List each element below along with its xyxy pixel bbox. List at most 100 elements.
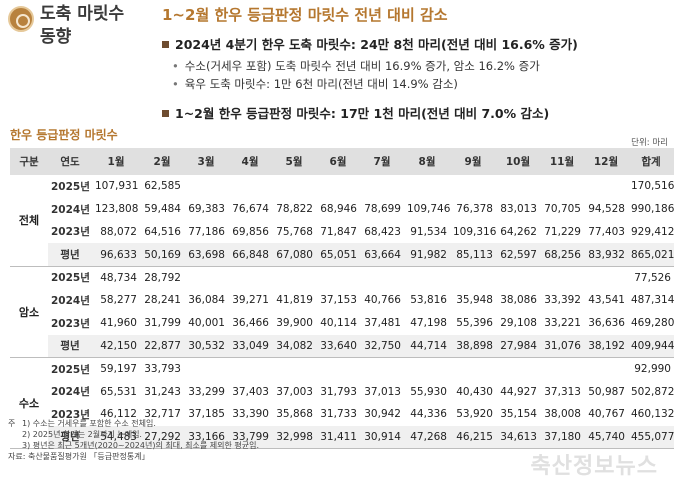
value-cell: 42,150 — [92, 334, 140, 358]
value-cell — [272, 266, 316, 289]
table-row: 2023년 41,960 31,799 40,001 36,466 39,900 40,11… — [10, 312, 674, 335]
value-cell: 36,636 — [588, 317, 625, 330]
value-cell — [584, 175, 628, 198]
year-cell: 2024년 — [51, 386, 90, 399]
value-cell: 38,898 — [450, 334, 496, 358]
value-cell — [404, 266, 450, 289]
value-cell: 62,585 — [144, 180, 181, 193]
value-cell: 37,481 — [364, 317, 401, 330]
value-cell: 53,816 — [410, 294, 447, 307]
year-cell: 2025년 — [51, 180, 90, 193]
value-cell: 63,664 — [360, 243, 404, 267]
column-header: 6월 — [316, 148, 360, 175]
value-cell — [360, 266, 404, 289]
value-cell: 50,169 — [140, 243, 184, 267]
value-cell: 65,531 — [100, 385, 137, 398]
value-cell — [272, 357, 316, 380]
value-cell — [540, 357, 584, 380]
value-cell: 30,914 — [360, 425, 404, 450]
value-cell — [496, 175, 540, 198]
value-cell: 29,108 — [500, 317, 537, 330]
footnote-2: 2) 2025년 합계는 2월까지 누계임. — [22, 430, 142, 439]
group-label: 전체 — [10, 175, 48, 267]
value-cell: 44,336 — [410, 408, 447, 421]
column-header: 1월 — [92, 148, 140, 175]
value-cell: 78,822 — [276, 203, 313, 216]
value-cell — [184, 266, 228, 289]
value-cell: 96,633 — [92, 243, 140, 267]
value-cell: 53,920 — [456, 408, 493, 421]
value-cell — [496, 266, 540, 289]
value-cell: 78,699 — [364, 203, 401, 216]
column-header: 10월 — [496, 148, 540, 175]
value-cell: 62,597 — [496, 243, 540, 267]
value-cell — [496, 357, 540, 380]
table-row: 2024년 123,808 59,484 69,383 76,674 78,822 68,9… — [10, 198, 674, 221]
value-cell: 109,746 — [407, 203, 451, 216]
section-title-line2: 동향 — [40, 27, 72, 47]
value-cell: 40,766 — [364, 294, 401, 307]
value-cell — [540, 266, 584, 289]
column-header: 구분 — [10, 148, 48, 175]
value-cell: 41,819 — [276, 294, 313, 307]
main-title: 1~2월 한우 등급판정 마릿수 전년 대비 감소 — [162, 6, 448, 24]
value-cell: 68,423 — [364, 225, 401, 238]
value-cell: 39,900 — [276, 317, 313, 330]
group-label: 수소 — [10, 357, 48, 450]
value-cell: 44,927 — [500, 385, 537, 398]
value-cell: 38,086 — [500, 294, 537, 307]
year-cell: 2023년 — [51, 317, 90, 330]
value-cell: 71,847 — [320, 225, 357, 238]
emblem-icon — [8, 6, 34, 32]
value-cell: 38,008 — [544, 408, 581, 421]
value-cell: 39,271 — [232, 294, 269, 307]
year-cell: 평년 — [48, 425, 92, 450]
value-cell: 77,186 — [188, 225, 225, 238]
value-cell — [184, 175, 228, 198]
table-row: 2024년 65,531 31,243 33,299 37,403 37,003 31,79… — [10, 380, 674, 403]
value-cell: 33,299 — [188, 385, 225, 398]
value-cell: 33,640 — [316, 334, 360, 358]
table-row: 평년 96,633 50,169 63,698 66,848 67,080 65,051 63… — [10, 243, 674, 267]
value-cell — [228, 266, 272, 289]
total-cell: 455,077 — [628, 425, 674, 450]
column-header: 2월 — [140, 148, 184, 175]
value-cell: 22,877 — [140, 334, 184, 358]
grading-count-table: 구분 연도 1월 2월 3월 4월 5월 6월 7월 8월 9월 10월 11월 12월 합계 전체 2025… — [10, 148, 675, 450]
value-cell: 48,734 — [100, 271, 137, 284]
value-cell: 37,180 — [540, 425, 584, 450]
value-cell: 31,793 — [320, 385, 357, 398]
table-row: 평년 42,150 22,877 30,532 33,049 34,082 33,640 32… — [10, 334, 674, 358]
value-cell — [272, 175, 316, 198]
value-cell: 54,483 — [92, 425, 140, 450]
value-cell: 55,930 — [410, 385, 447, 398]
value-cell — [450, 175, 496, 198]
value-cell: 38,192 — [584, 334, 628, 358]
value-cell: 47,268 — [404, 425, 450, 450]
value-cell: 64,262 — [500, 225, 537, 238]
value-cell — [584, 357, 628, 380]
value-cell: 37,013 — [364, 385, 401, 398]
year-cell: 2025년 — [51, 363, 90, 376]
value-cell — [584, 266, 628, 289]
total-cell: 865,021 — [628, 243, 674, 267]
value-cell: 37,185 — [188, 408, 225, 421]
table-row: 평년 54,483 27,292 33,166 33,799 32,998 31,411 30… — [10, 425, 674, 450]
footnotes: 주 1) 수소는 거세우를 포함한 수소 전체임. 2) 2025년 합계는 2월… — [8, 418, 259, 462]
bullet-grading-count: 1~2월 한우 등급판정 마릿수: 17만 1천 마리(전년 대비 7.0% 감… — [162, 103, 549, 122]
column-header: 연도 — [48, 148, 92, 175]
value-cell: 76,674 — [232, 203, 269, 216]
value-cell: 35,868 — [276, 408, 313, 421]
total-cell: 460,132 — [631, 408, 675, 421]
total-cell: 469,280 — [631, 317, 675, 330]
value-cell: 27,292 — [140, 425, 184, 450]
total-cell: 409,944 — [628, 334, 674, 358]
value-cell: 65,051 — [316, 243, 360, 267]
value-cell: 32,750 — [360, 334, 404, 358]
value-cell: 123,808 — [95, 203, 139, 216]
value-cell: 35,154 — [500, 408, 537, 421]
value-cell: 64,516 — [144, 225, 181, 238]
value-cell: 85,113 — [450, 243, 496, 267]
value-cell: 44,714 — [404, 334, 450, 358]
value-cell: 83,013 — [500, 203, 537, 216]
